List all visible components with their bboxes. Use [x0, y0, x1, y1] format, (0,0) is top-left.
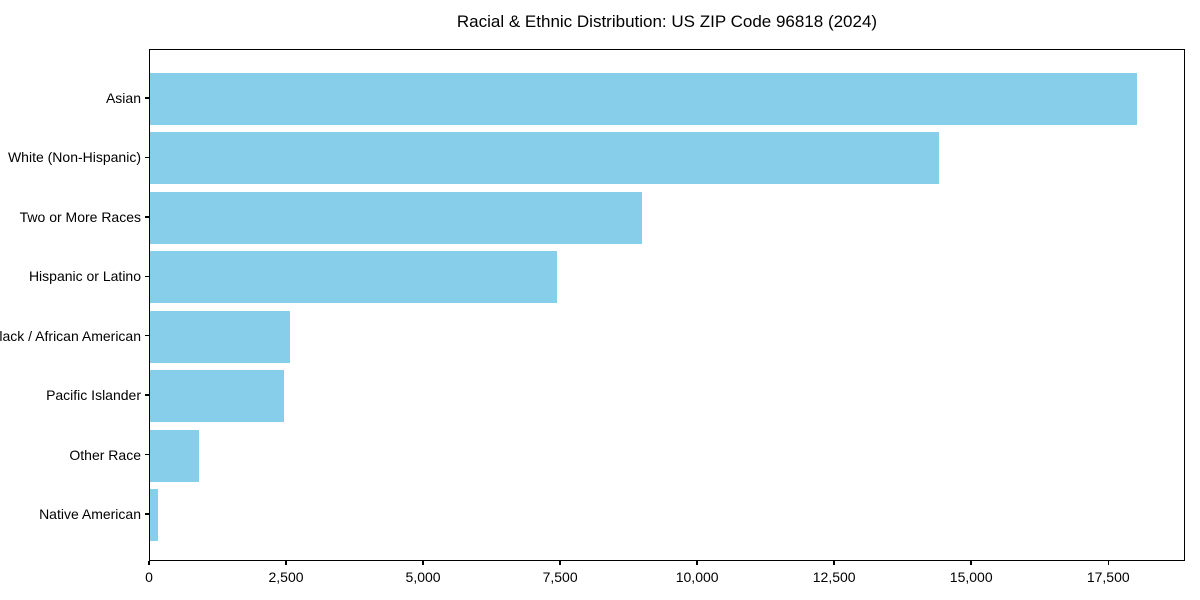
- y-axis-tick: [145, 216, 149, 218]
- bar-two-or-more-races: [150, 191, 642, 244]
- x-tick-label-17-500: 17,500: [1086, 569, 1130, 585]
- y-tick-label-other-race: Other Race: [69, 446, 141, 463]
- bar-asian: [150, 73, 1137, 125]
- x-axis-tick: [833, 561, 835, 565]
- y-axis-tick: [145, 334, 149, 337]
- x-tick-label-12-500: 12,500: [812, 569, 856, 585]
- x-axis-tick: [422, 561, 424, 565]
- x-tick-label-0: 0: [145, 569, 153, 585]
- y-axis-tick: [145, 156, 149, 159]
- y-tick-label-white-non-hispanic: White (Non-Hispanic): [7, 149, 141, 166]
- y-axis-tick: [145, 394, 149, 396]
- y-axis-tick: [145, 97, 149, 99]
- bar-pacific-islander: [150, 370, 284, 423]
- bar-other-race: [150, 429, 199, 482]
- bar-white-non-hispanic: [150, 132, 940, 185]
- x-tick-label-10-000: 10,000: [675, 569, 719, 585]
- y-tick-label-asian: Asian: [105, 90, 141, 106]
- y-axis-tick: [145, 275, 149, 278]
- x-axis-tick: [148, 561, 150, 565]
- y-axis-tick: [145, 513, 149, 515]
- bar-hispanic-or-latino: [150, 251, 558, 304]
- bar-black-african-american: [150, 310, 291, 363]
- y-tick-label-pacific-islander: Pacific Islander: [46, 387, 141, 404]
- y-tick-label-native-american: Native American: [39, 506, 141, 522]
- y-tick-label-hispanic-or-latino: Hispanic or Latino: [28, 268, 141, 285]
- bar-native-american: [150, 489, 158, 541]
- x-axis-tick: [559, 561, 561, 565]
- y-tick-label-two-or-more-races: Two or More Races: [19, 208, 141, 225]
- plot-area: [149, 49, 1185, 561]
- x-axis-tick: [285, 561, 287, 565]
- x-tick-label-2-500: 2,500: [268, 569, 304, 585]
- y-tick-label-black-african-american: Black / African American: [0, 327, 141, 344]
- x-axis-tick: [696, 561, 698, 565]
- chart-title: Racial & Ethnic Distribution: US ZIP Cod…: [456, 12, 878, 31]
- x-tick-label-7-500: 7,500: [542, 569, 578, 585]
- x-tick-label-5-000: 5,000: [405, 569, 441, 585]
- x-tick-label-15-000: 15,000: [949, 569, 993, 585]
- y-axis-tick: [145, 453, 149, 456]
- x-axis-tick: [970, 561, 972, 565]
- x-axis-tick: [1107, 561, 1109, 565]
